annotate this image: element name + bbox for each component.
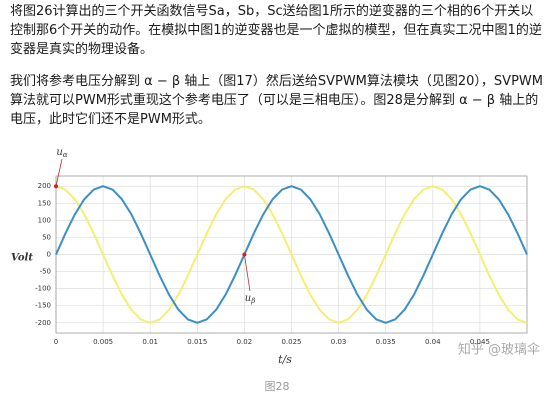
- y-tick-label: 150: [38, 199, 51, 207]
- x-tick-label: 0.015: [187, 338, 207, 346]
- y-tick-label: 0: [47, 251, 51, 259]
- x-tick-label: 0.04: [425, 338, 441, 346]
- annotation-arrow: [55, 158, 63, 187]
- y-tick-label: -200: [35, 319, 51, 327]
- y-tick-label: 100: [38, 216, 51, 224]
- x-axis-label: t/s: [278, 353, 292, 366]
- paragraph: 我们将参考电压分解到 α − β 轴上（图17）然后送给SVPWM算法模块（见图…: [10, 74, 543, 127]
- annotation-base: u: [56, 147, 62, 158]
- x-tick-label: 0.035: [376, 338, 396, 346]
- watermark: 知乎 @玻璃伞: [458, 342, 540, 358]
- x-tick-label: 0.025: [281, 338, 301, 346]
- y-axis-label: Volt: [11, 253, 33, 264]
- annotation-point: [242, 252, 247, 257]
- annotation: uβ: [245, 293, 256, 306]
- x-tick-label: 0.02: [237, 338, 253, 346]
- x-tick-label: 0.045: [470, 338, 490, 346]
- chart: Volt t/s 知乎 @玻璃伞 -200 -150 -100 -50 0 50 100 15…: [11, 147, 540, 367]
- y-tick-label: 50: [42, 233, 51, 241]
- annotation-point: [54, 184, 58, 189]
- series-line: [55, 185, 528, 324]
- y-tick-label: 200: [38, 182, 51, 190]
- y-tick-label: -50: [40, 268, 51, 276]
- x-tick-label: 0: [54, 338, 58, 346]
- annotation-sub: α: [63, 151, 68, 159]
- paragraph: 将图26计算出的三个开关函数信号Sa，Sb，Sc送给图1所示的逆变器的三个相的6…: [10, 4, 542, 57]
- y-tick-label: -100: [35, 285, 51, 293]
- x-tick-label: 0.03: [331, 338, 347, 346]
- annotation: uα: [56, 147, 67, 160]
- annotation-sub: β: [250, 297, 255, 305]
- x-tick-label: 0.01: [142, 338, 158, 346]
- y-tick-label: -150: [35, 302, 51, 310]
- annotation-base: u: [245, 293, 251, 304]
- series-line: [55, 185, 528, 324]
- x-tick-label: 0.005: [93, 338, 113, 346]
- caption: 图28: [264, 380, 290, 393]
- annotation-arrow: [244, 254, 251, 292]
